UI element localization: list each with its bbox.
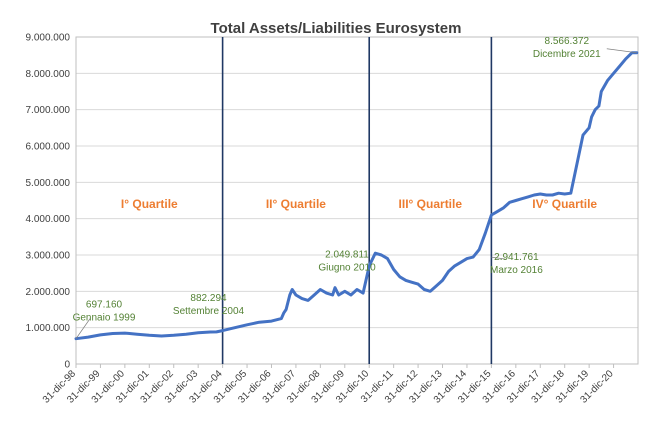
quartile-label: III° Quartile — [399, 197, 463, 211]
annotation-leader — [491, 256, 506, 260]
annotation-value: 8.566.372 — [545, 36, 590, 47]
quartile-labels: I° Quartile II° Quartile III° Quartile IV° … — [121, 197, 598, 211]
plot-border — [75, 36, 639, 365]
plot-frame — [75, 36, 639, 365]
annotations: 697.160 Gennaio 1999 882.294 Settembre 2004… — [73, 36, 637, 339]
y-tick-label: 5.000.000 — [26, 178, 71, 189]
y-tick-label: 1.000.000 — [26, 323, 71, 334]
y-tick-label: 4.000.000 — [26, 214, 71, 225]
quartile-label: I° Quartile — [121, 197, 178, 211]
annotation-leader — [606, 48, 637, 54]
annotation-date: Dicembre 2021 — [533, 49, 601, 60]
annotation-date: Marzo 2016 — [490, 265, 543, 276]
series-line-total-assets — [74, 51, 639, 341]
quartile-label: IV° Quartile — [532, 197, 597, 211]
y-tick-label: 0 — [64, 360, 70, 371]
y-tick-label: 9.000.000 — [26, 33, 71, 44]
quartile-label: II° Quartile — [266, 197, 326, 211]
annotation-date: Giugno 2010 — [318, 263, 376, 274]
annotation-leader — [75, 318, 91, 339]
annotation-value: 2.941.761 — [494, 252, 539, 263]
y-tick-label: 7.000.000 — [26, 105, 71, 116]
y-tick-label: 6.000.000 — [26, 142, 71, 153]
quartile-dividers — [221, 37, 493, 364]
series-layer — [74, 51, 639, 341]
y-tick-label: 2.000.000 — [26, 287, 71, 298]
y-tick-label: 3.000.000 — [26, 251, 71, 262]
annotation-date: Settembre 2004 — [173, 306, 245, 317]
y-tick-label: 8.000.000 — [26, 69, 71, 80]
annotation-value: 697.160 — [86, 300, 123, 311]
annotation-value: 2.049.811 — [325, 250, 369, 261]
chart-title: Total Assets/Liabilities Eurosystem — [211, 20, 462, 37]
annotation-value: 882.294 — [190, 293, 227, 304]
y-axis-ticks: 0 1.000.000 2.000.000 3.000.000 4.000.000 5.0… — [26, 33, 71, 371]
annotation-date: Gennaio 1999 — [73, 313, 136, 324]
